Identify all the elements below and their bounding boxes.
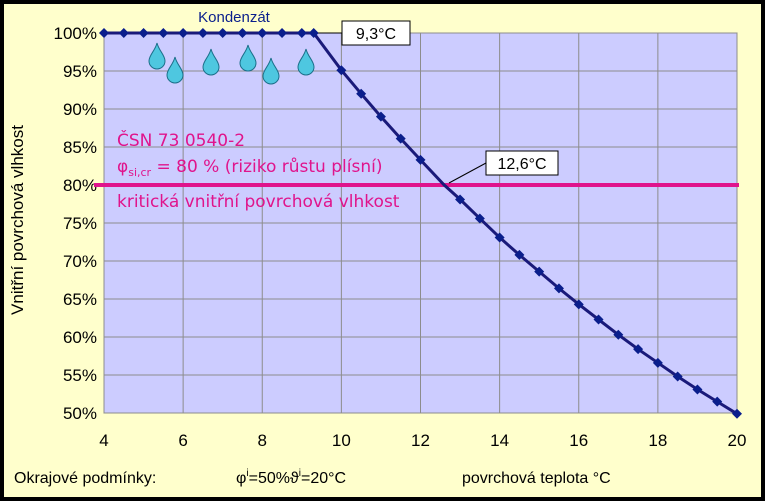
y-tick-label: 50% <box>63 404 97 423</box>
y-tick-label: 85% <box>63 138 97 157</box>
x-tick-label: 4 <box>99 431 108 450</box>
norm-description: kritická vnitřní povrchová vlhkost <box>117 192 400 212</box>
data-point <box>455 194 466 205</box>
data-point <box>375 111 386 122</box>
y-tick-label: 60% <box>63 328 97 347</box>
callout-1-text: 9,3°C <box>356 26 396 43</box>
data-point <box>534 266 545 277</box>
data-point <box>237 28 248 38</box>
data-point <box>494 232 505 243</box>
data-point <box>217 28 228 38</box>
x-tick-label: 10 <box>332 431 351 450</box>
water-drop-icon <box>148 42 166 70</box>
data-point <box>593 314 604 325</box>
y-tick-label: 75% <box>63 214 97 233</box>
kondenzat-label: Kondenzát <box>198 9 271 26</box>
x-tick-label: 20 <box>728 431 747 450</box>
phi-sub: i <box>246 468 248 479</box>
callout-2-text: 12,6°C <box>497 156 546 173</box>
y-tick-label: 55% <box>63 366 97 385</box>
norm-phi: φ <box>117 157 128 177</box>
data-point <box>633 344 644 355</box>
theta-sub: i <box>299 468 301 479</box>
norm-phi-sub: si,cr <box>128 166 151 179</box>
theta-value: =20°C <box>301 470 346 487</box>
theta-symbol: ϑ <box>290 470 299 487</box>
phi-value: =50% <box>249 470 290 487</box>
data-point <box>158 28 169 38</box>
y-tick-label: 100% <box>54 24 97 43</box>
water-drop-icon <box>262 57 280 85</box>
callout-2-box <box>485 150 559 176</box>
norm-title: ČSN 73 0540-2 <box>117 129 245 151</box>
x-axis-label: povrchová teplota °C <box>462 470 611 487</box>
water-drop-icon <box>239 44 257 72</box>
y-tick-label: 65% <box>63 290 97 309</box>
data-point <box>573 299 584 310</box>
data-point <box>178 28 189 38</box>
x-tick-label: 12 <box>411 431 430 450</box>
callout-2-leader <box>448 162 487 184</box>
y-tick-label: 95% <box>63 62 97 81</box>
data-point <box>712 396 723 407</box>
data-point <box>257 28 268 38</box>
data-point <box>336 65 347 76</box>
x-tick-label: 16 <box>569 431 588 450</box>
data-point <box>474 213 485 224</box>
norm-criterion: φsi,cr = 80 % (riziko růstu plísní) <box>117 157 382 179</box>
conditions-label: Okrajové podmínky: <box>14 470 156 487</box>
data-point <box>118 28 129 38</box>
data-point <box>395 133 406 144</box>
y-tick-label: 90% <box>63 100 97 119</box>
data-point <box>732 408 742 419</box>
y-axis-label: Vnitřní povrchová vlhkost <box>8 125 27 315</box>
data-point <box>613 329 624 340</box>
x-tick-label: 14 <box>490 431 509 450</box>
phi-symbol: φ <box>236 470 246 487</box>
x-tick-label: 6 <box>178 431 187 450</box>
condensate-drops <box>148 42 315 85</box>
conditions-theta: ϑi=20°C <box>290 468 346 487</box>
x-tick-label: 18 <box>648 431 667 450</box>
data-point <box>514 249 525 260</box>
data-point <box>356 88 367 99</box>
data-point <box>415 154 426 165</box>
x-axis-ticks: 4 6 8 10 12 14 16 18 20 <box>99 431 746 450</box>
y-tick-label: 80% <box>63 176 97 195</box>
water-drop-icon <box>202 48 220 76</box>
water-drop-icon <box>166 56 184 84</box>
data-point <box>138 28 149 38</box>
data-point <box>652 357 663 368</box>
data-point <box>553 283 564 294</box>
data-point <box>308 28 319 38</box>
water-drop-icon <box>297 48 315 76</box>
series-markers <box>99 28 742 419</box>
data-point <box>197 28 208 38</box>
callout-1-box <box>341 20 411 46</box>
data-point <box>277 28 288 38</box>
data-point <box>99 28 109 38</box>
y-axis-ticks: 50% 55% 60% 65% 70% 75% 80% 85% 90% 95% 100% <box>54 24 97 423</box>
data-point <box>296 28 307 38</box>
x-tick-label: 8 <box>258 431 267 450</box>
data-point <box>692 384 703 395</box>
data-point <box>672 371 683 382</box>
y-tick-label: 70% <box>63 252 97 271</box>
conditions-phi: φi=50% <box>236 468 290 487</box>
norm-criterion-rest: = 80 % (riziko růstu plísní) <box>151 157 382 177</box>
